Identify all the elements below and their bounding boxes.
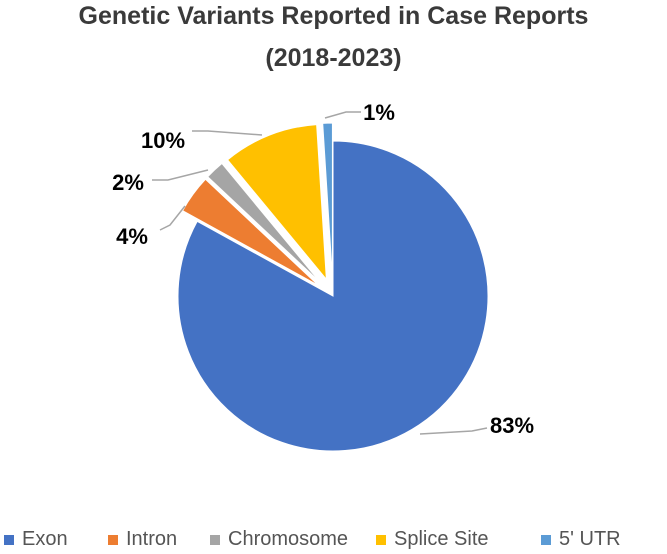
leader-line-splice-site [192,130,263,136]
leader-line-5-utr [324,111,361,119]
chart-subtitle: (2018-2023) [265,44,402,72]
legend-label-chromosome: Chromosome [228,528,349,550]
pie-slice-5-utr [322,122,333,279]
legend-swatch-chromosome [210,534,220,545]
legend-label-5-utr: 5' UTR [559,528,621,550]
pie-slice-exon [177,140,489,452]
legend-label-exon: Exon [22,528,68,550]
data-label-5-utr: 1% [363,100,395,125]
chart-title: Genetic Variants Reported in Case Report… [78,2,589,30]
legend-item-splice-site: Splice Site [376,528,489,551]
data-label-splice-site: 10% [141,128,185,153]
legend-swatch-exon [4,534,14,545]
legend-item-exon: Exon [4,528,68,551]
pie-chart: 83% 4% 2% 10% 1% [112,100,534,452]
legend-label-intron: Intron [126,528,178,550]
chart-legend: Exon Intron Chromosome Splice Site 5' UT… [0,528,667,552]
legend-item-intron: Intron [108,528,177,551]
pie-slice-intron [181,178,319,286]
legend-item-5-utr: 5' UTR [541,528,621,551]
leader-line-chromosome [152,169,209,181]
leader-line-exon [419,427,488,435]
pie-slice-splice-site [226,124,327,281]
leader-line-intron [159,205,186,231]
legend-item-chromosome: Chromosome [210,528,348,551]
data-label-exon: 83% [490,413,534,438]
legend-swatch-intron [108,534,118,545]
legend-label-splice-site: Splice Site [394,528,489,550]
data-label-intron: 4% [116,224,148,249]
data-label-chromosome: 2% [112,170,144,195]
legend-swatch-splice-site [376,534,386,545]
legend-swatch-5-utr [541,534,551,545]
pie-slice-chromosome [206,162,322,284]
